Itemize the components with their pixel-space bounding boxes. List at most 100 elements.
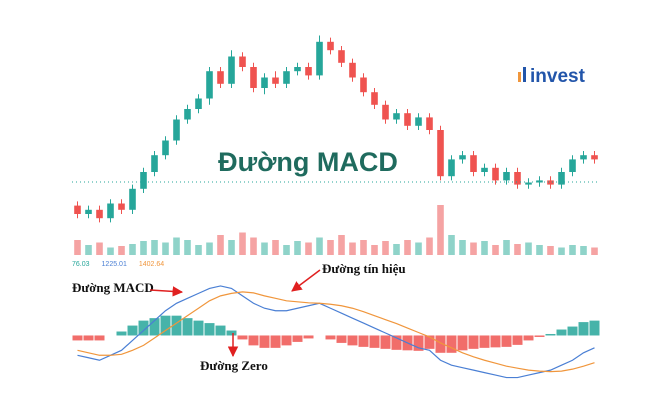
histogram-bar: [127, 325, 138, 336]
histogram-bar: [501, 335, 512, 347]
volume-bar: [305, 242, 312, 255]
volume-bar: [228, 240, 235, 255]
histogram-bar: [391, 335, 402, 350]
plot-area: [72, 35, 600, 379]
histogram-bar: [523, 335, 534, 341]
candle-body: [162, 140, 169, 156]
volume-bar: [415, 242, 422, 255]
annotation: Đường Zero: [200, 358, 268, 373]
macd-line: [77, 285, 595, 379]
volume-bar: [591, 247, 598, 255]
volume-bar: [569, 245, 576, 255]
histogram-bar: [424, 335, 435, 349]
volume-bar: [96, 242, 103, 255]
macd-line: [77, 291, 595, 373]
volume-bar: [371, 245, 378, 255]
candle-body: [261, 77, 268, 88]
candle-body: [558, 172, 565, 185]
volume-bar: [503, 240, 510, 255]
volume-bar: [558, 247, 565, 255]
candle-body: [404, 113, 411, 126]
histogram-bar: [347, 335, 358, 346]
histogram-bar: [171, 315, 182, 336]
volume-bar: [107, 247, 114, 255]
histogram-bar: [490, 335, 501, 348]
volume-bar: [85, 245, 92, 255]
annotation: Đường MACD: [72, 280, 154, 295]
candle-body: [217, 71, 224, 84]
volume-bar: [448, 235, 455, 255]
histogram-bar: [270, 335, 281, 348]
histogram-bar: [226, 330, 237, 336]
candle-body: [536, 180, 543, 183]
chart-title: Đường MACD: [218, 147, 398, 177]
volume-bar: [173, 237, 180, 255]
volume-bar: [404, 240, 411, 255]
candle-body: [129, 188, 136, 210]
volume-bar: [294, 241, 301, 255]
volume-bar: [470, 242, 477, 255]
histogram-bar: [149, 318, 160, 336]
histogram-bar: [83, 335, 94, 341]
candle-body: [85, 209, 92, 214]
candle-body: [316, 41, 323, 76]
indicator-value: 76.03: [72, 261, 90, 268]
candle-body: [448, 159, 455, 177]
logo: invest: [530, 66, 586, 87]
indicator-value: 1225.01: [102, 261, 127, 268]
candle-body: [195, 98, 202, 109]
volume-bar: [74, 240, 81, 255]
indicator-value: 1402.64: [139, 261, 164, 268]
volume-bar: [316, 237, 323, 255]
volume-bar: [547, 246, 554, 255]
candle-body: [118, 203, 125, 210]
histogram-bar: [215, 325, 226, 336]
candle-body: [371, 92, 378, 105]
candle-body: [272, 77, 279, 84]
histogram-bar: [567, 326, 578, 336]
candle-body: [305, 67, 312, 76]
candle-body: [580, 155, 587, 160]
volume-bar: [195, 245, 202, 255]
histogram-bar: [556, 329, 567, 336]
histogram-bar: [292, 335, 303, 342]
volume-bar: [360, 240, 367, 255]
candle-body: [393, 113, 400, 120]
volume-bar: [514, 244, 521, 255]
candle-body: [239, 56, 246, 67]
candle-body: [547, 180, 554, 185]
volume-bar: [349, 242, 356, 255]
volume-bar: [206, 242, 213, 255]
volume-bar: [140, 241, 147, 255]
candle-body: [140, 172, 147, 189]
histogram-bar: [182, 318, 193, 336]
candle-body: [415, 117, 422, 126]
histogram-bar: [545, 333, 556, 336]
histogram-bar: [204, 323, 215, 336]
volume-bar: [459, 240, 466, 255]
histogram-bar: [72, 335, 83, 341]
histogram-bar: [435, 335, 446, 353]
annotation-arrow: [149, 286, 184, 297]
histogram-bar: [534, 335, 545, 337]
volume-bar: [283, 245, 290, 255]
volume-bar: [338, 235, 345, 255]
candle-body: [327, 41, 334, 51]
histogram-bar: [369, 335, 380, 348]
volume-bar: [250, 237, 257, 255]
volume-bar: [151, 240, 158, 255]
histogram-bar: [193, 320, 204, 336]
histogram-bar: [325, 335, 336, 340]
candle-body: [184, 109, 191, 120]
histogram-bar: [457, 335, 468, 351]
volume-bar: [217, 235, 224, 255]
volume-bar: [481, 241, 488, 255]
volume-bar: [327, 240, 334, 255]
histogram-bar: [512, 335, 523, 345]
candle-body: [437, 130, 444, 177]
histogram-bar: [248, 335, 259, 346]
histogram-bar: [281, 335, 292, 346]
candle-body: [470, 155, 477, 172]
histogram-bar: [336, 335, 347, 343]
